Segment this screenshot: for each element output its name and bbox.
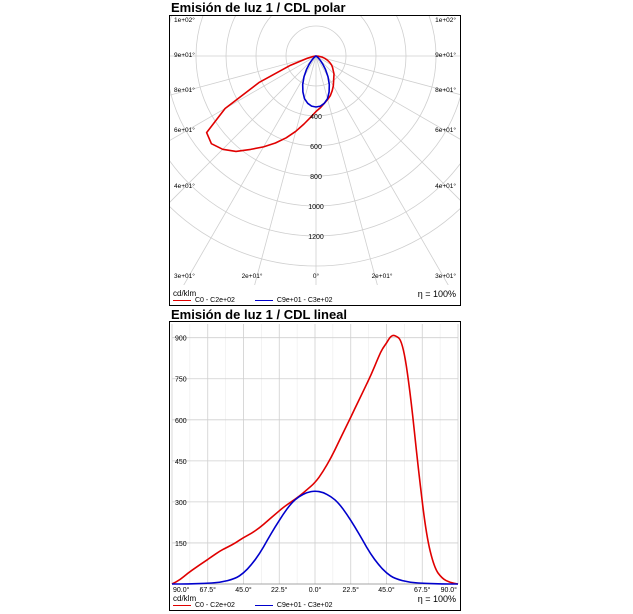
polar-angle-label-left: 6e+01° — [174, 126, 195, 134]
polar-grid-spoke — [170, 55, 317, 141]
linear-x-tick-label: 90.0° — [173, 586, 190, 594]
polar-efficiency-label: η = 100% — [417, 289, 456, 299]
polar-legend-item-c90: C9e+01 - C3e+02 — [254, 297, 333, 304]
polar-grid-spoke — [170, 55, 317, 203]
polar-legend-item-c0: C0 - C2e+02 — [173, 297, 235, 304]
polar-chart: 400 600 800 1000 1200 1e+02° 9e+01° 8e+01° 6e+01… — [170, 16, 460, 285]
polar-angle-label-left: 8e+01° — [174, 86, 195, 94]
polar-grid-spoke — [315, 55, 460, 140]
linear-efficiency-label: η = 100% — [417, 594, 456, 604]
linear-x-tick-label: 0.0° — [309, 586, 322, 594]
polar-r-tick-label: 800 — [310, 174, 322, 181]
polar-chart-panel: 400 600 800 1000 1200 1e+02° 9e+01° 8e+01° 6e+01… — [169, 15, 461, 306]
linear-x-tick-label: 90.0° — [441, 586, 458, 594]
polar-angle-label-left: 9e+01° — [174, 51, 195, 59]
polar-legend-swatch-c90 — [254, 300, 273, 301]
polar-series-line-1 — [301, 55, 331, 108]
linear-x-tick-label: 45.0° — [235, 586, 252, 594]
linear-x-tick-label: 22.5° — [343, 586, 360, 594]
linear-legend-item-c90: C9e+01 - C3e+02 — [254, 602, 333, 609]
polar-plot-area — [170, 16, 460, 285]
polar-angle-label-right: 4e+01° — [435, 182, 456, 190]
linear-legend-label-c0: C0 - C2e+02 — [195, 602, 235, 609]
polar-angle-label-right: 6e+01° — [435, 126, 456, 134]
polar-r-tick-label: 600 — [310, 144, 322, 151]
polar-grid-spoke — [170, 55, 317, 96]
linear-x-tick-label: 67.5° — [200, 586, 217, 594]
polar-grid-spoke — [183, 55, 317, 285]
polar-angle-label-bottom: 0° — [313, 272, 320, 280]
linear-legend-swatch-c0 — [173, 605, 191, 606]
polar-legend-swatch-c0 — [173, 300, 191, 301]
polar-angle-label-left: 1e+02° — [174, 16, 195, 24]
linear-legend: C0 - C2e+02 C9e+01 - C3e+02 — [173, 602, 353, 609]
polar-legend-label-c0: C0 - C2e+02 — [195, 297, 235, 304]
linear-x-tick-label: 45.0° — [378, 586, 395, 594]
polar-angle-label-left: 3e+01° — [174, 272, 195, 280]
linear-series-line-1 — [172, 490, 458, 585]
polar-series-line-0 — [205, 55, 335, 153]
linear-x-tick-label: 67.5° — [414, 586, 431, 594]
polar-angle-label-bottom: 2e+01° — [242, 272, 263, 280]
linear-unit-label: cd/klm — [173, 594, 197, 603]
linear-chart: 150 300 450 600 750 900 90.0° 67.5° 45.0° 22.5° 0.… — [171, 324, 459, 594]
polar-unit-label: cd/klm — [173, 289, 197, 298]
polar-r-tick-label: 1200 — [308, 234, 324, 241]
linear-series-line-0 — [171, 334, 459, 585]
polar-legend-label-c90: C9e+01 - C3e+02 — [276, 297, 333, 304]
linear-y-tick-label: 150 — [175, 541, 187, 548]
polar-angle-label-right: 9e+01° — [435, 51, 456, 59]
linear-legend-item-c0: C0 - C2e+02 — [173, 602, 235, 609]
polar-chart-title: Emisión de luz 1 / CDL polar — [171, 0, 346, 15]
polar-grid-spoke — [315, 55, 378, 285]
linear-y-tick-label: 300 — [175, 500, 187, 507]
linear-x-tick-label: 22.5° — [271, 586, 288, 594]
polar-angle-label-left: 4e+01° — [174, 182, 195, 190]
polar-angle-label-right: 8e+01° — [435, 86, 456, 94]
polar-legend: C0 - C2e+02 C9e+01 - C3e+02 — [173, 297, 353, 304]
polar-angle-label-right: 1e+02° — [435, 16, 456, 24]
polar-grid-ring-6 — [170, 206, 460, 267]
polar-angle-label-right: 3e+01° — [435, 272, 456, 280]
polar-angle-label-bottom: 2e+01° — [372, 272, 393, 280]
linear-y-tick-label: 450 — [175, 459, 187, 466]
linear-y-tick-label: 600 — [175, 418, 187, 425]
polar-grid-spoke — [254, 55, 317, 285]
polar-grid-spoke — [315, 55, 460, 95]
polar-grid-spoke — [315, 55, 449, 285]
polar-grid-spoke — [315, 55, 460, 201]
linear-y-tick-label: 750 — [175, 377, 187, 384]
polar-r-tick-label: 1000 — [308, 204, 324, 211]
polar-r-tick-label: 400 — [310, 114, 322, 121]
polar-grid-ring-5 — [170, 160, 460, 237]
linear-chart-title: Emisión de luz 1 / CDL lineal — [171, 307, 348, 322]
linear-legend-swatch-c90 — [254, 605, 273, 606]
linear-y-tick-label: 900 — [175, 336, 187, 343]
linear-legend-label-c90: C9e+01 - C3e+02 — [276, 602, 333, 609]
linear-chart-panel: 150 300 450 600 750 900 90.0° 67.5° 45.0° 22.5° 0.… — [169, 321, 461, 611]
